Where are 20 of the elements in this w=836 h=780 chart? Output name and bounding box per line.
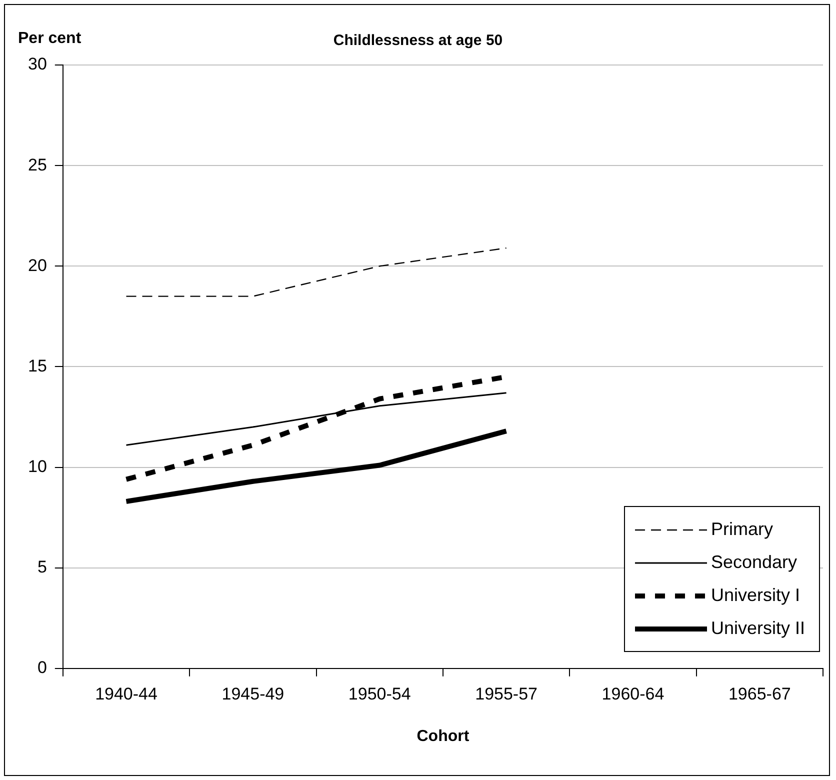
legend-label: Secondary: [710, 552, 798, 573]
x-tick-label: 1955-57: [475, 684, 538, 704]
x-tick-label: 1965-67: [728, 684, 791, 704]
x-tick-label: 1945-49: [222, 684, 284, 704]
y-tick-label: 15: [28, 356, 47, 376]
y-tick-label: 0: [37, 658, 47, 678]
x-tick-label: 1960-64: [602, 684, 664, 704]
x-tick-label: 1940-44: [95, 684, 158, 704]
legend-label: University II: [710, 618, 805, 639]
y-tick-label: 5: [37, 558, 47, 577]
x-tick-label: 1950-54: [348, 684, 411, 704]
legend-label: Primary: [710, 519, 773, 540]
chart-title: Childlessness at age 50: [333, 32, 503, 49]
y-tick-label: 20: [28, 256, 47, 275]
y-tick-label: 25: [28, 155, 47, 174]
x-axis-title: Cohort: [416, 728, 470, 745]
y-tick-label: 30: [28, 54, 47, 74]
y-tick-label: 10: [28, 456, 47, 476]
legend-label: University I: [710, 585, 800, 606]
y-axis-title: Per cent: [18, 30, 82, 48]
